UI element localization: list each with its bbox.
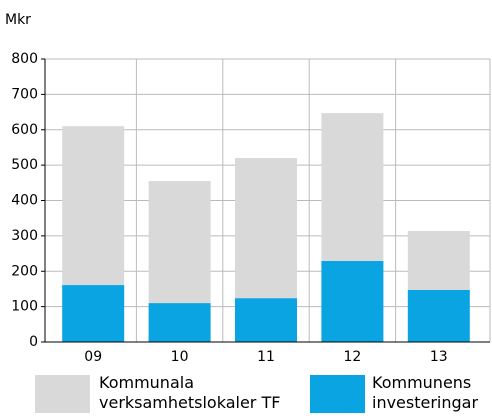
bar-segment [148,303,211,342]
bar-segment [321,260,384,342]
bar-segment [148,181,211,304]
legend-label: Kommunala verksamhetslokaler TF [99,373,281,412]
legend-swatch [35,375,90,413]
y-tick-label: 0 [29,334,38,350]
bar-segment [235,158,297,299]
y-tick-label: 500 [11,157,38,173]
legend-swatch [310,375,365,413]
x-tick-label: 10 [171,349,189,365]
y-tick-label: 800 [11,51,38,67]
y-axis-label: Mkr [5,12,31,28]
bar-segment [407,289,470,342]
x-tick-label: 13 [430,349,448,365]
y-tick-label: 600 [11,122,38,138]
y-tick-label: 700 [11,86,38,102]
y-tick-label: 400 [11,193,38,209]
x-tick-label: 09 [84,349,102,365]
legend-label: Kommunens investeringar [372,373,479,412]
bar-segment [235,298,297,342]
bar-segment [62,285,125,342]
bar-segment [407,230,470,290]
y-tick-label: 200 [11,263,38,279]
x-tick-label: 12 [343,349,361,365]
bar-segment [321,113,384,261]
y-tick-label: 100 [11,299,38,315]
bar-segment [62,126,125,286]
x-tick-label: 11 [257,349,275,365]
y-tick-label: 300 [11,228,38,244]
